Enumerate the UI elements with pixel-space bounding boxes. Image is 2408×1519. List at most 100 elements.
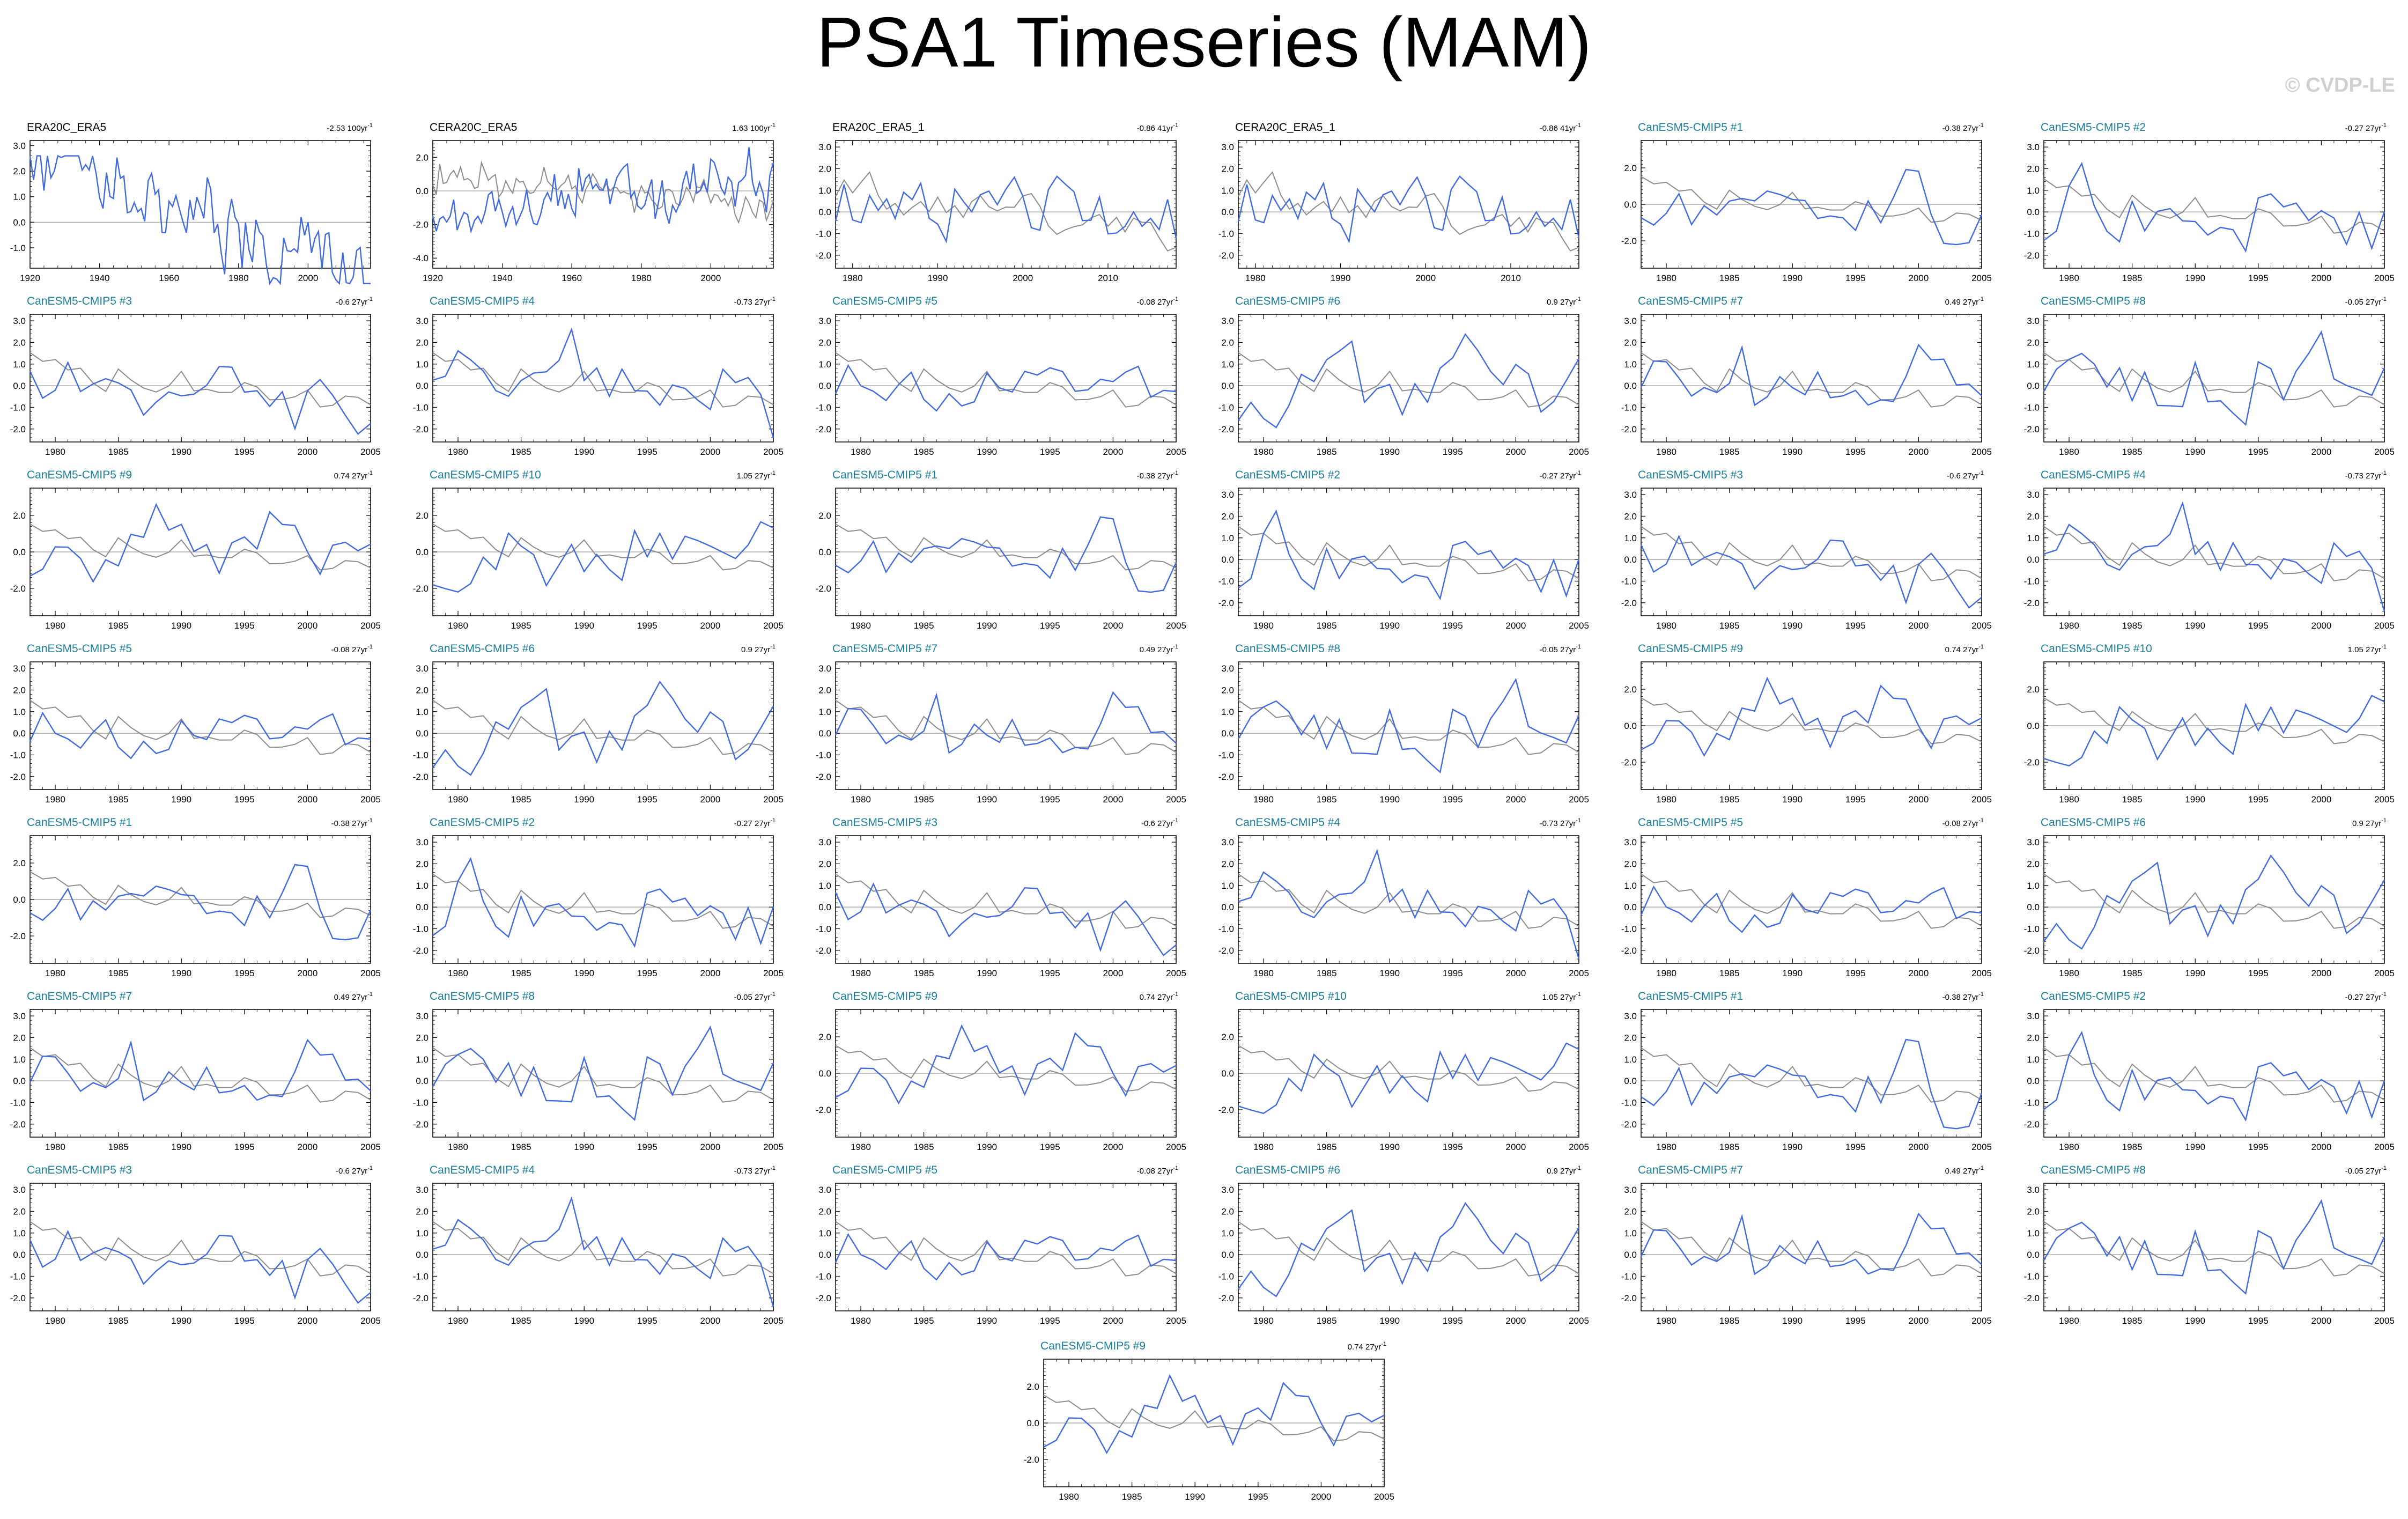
y-tick-label: -1.0	[413, 924, 429, 934]
chart-panel: CanESM5-CMIP5 #7 0.49 27yr-1 3.0 2.0 1.0 0.0 -…	[816, 643, 1186, 805]
trend-label: -0.73 27yr-1	[2345, 470, 2387, 481]
x-tick-label: 1980	[1656, 273, 1676, 283]
y-tick-label: -2.0	[1621, 757, 1637, 768]
x-tick-label: 1980	[1656, 621, 1676, 631]
reference-series-line	[2043, 178, 2385, 234]
x-tick-label: 1995	[1040, 621, 1060, 631]
trend-label: -0.86 41yr-1	[1137, 122, 1178, 133]
panel-title: CanESM5-CMIP5 #10	[2041, 643, 2152, 655]
panel-title: CanESM5-CMIP5 #4	[430, 295, 535, 307]
y-tick-label: -1.0	[1218, 576, 1234, 586]
y-tick-label: -2.0	[413, 1119, 429, 1130]
series-line	[432, 521, 774, 593]
plot-frame	[835, 314, 1177, 443]
y-tick-label: 0.0	[1221, 555, 1234, 565]
x-tick-label: 1990	[1782, 273, 1803, 283]
x-tick-label: 2005	[360, 447, 381, 457]
x-tick-label: 1985	[2122, 447, 2143, 457]
x-tick-label: 1980	[1253, 447, 1274, 457]
plot-frame	[1238, 835, 1579, 964]
panel-title: CanESM5-CMIP5 #1	[832, 469, 937, 481]
y-tick-label: -2.0	[2024, 757, 2040, 768]
y-tick-label: 0.0	[13, 381, 26, 391]
trend-label: 1.63 100yr-1	[732, 122, 775, 133]
x-tick-label: 2000	[1103, 794, 1123, 805]
x-tick-label: 1980	[851, 621, 871, 631]
panel-title: CanESM5-CMIP5 #6	[1235, 295, 1340, 307]
panel-title: ERA20C_ERA5	[27, 121, 106, 134]
y-tick-label: 0.0	[416, 381, 429, 391]
x-tick-label: 2000	[298, 273, 318, 283]
y-tick-label: 3.0	[1221, 142, 1234, 152]
y-tick-label: 3.0	[13, 1011, 26, 1021]
x-tick-label: 2005	[1569, 968, 1589, 978]
y-tick-label: 2.0	[1221, 164, 1234, 174]
reference-series-line	[432, 160, 774, 224]
y-tick-label: 0.0	[1221, 728, 1234, 739]
y-tick-label: -2.0	[1218, 424, 1234, 434]
x-tick-label: 1985	[511, 794, 531, 805]
x-tick-label: 2010	[1098, 273, 1118, 283]
x-tick-label: 1995	[234, 1142, 255, 1152]
y-tick-label: 1.0	[818, 359, 831, 370]
y-tick-label: 0.0	[818, 207, 831, 217]
y-tick-label: 2.0	[2027, 164, 2040, 174]
x-tick-label: 2005	[360, 621, 381, 631]
y-tick-label: 1.0	[13, 707, 26, 717]
x-tick-label: 1990	[1782, 968, 1803, 978]
x-tick-label: 1985	[108, 1142, 129, 1152]
y-tick-label: 2.0	[1221, 511, 1234, 521]
y-tick-label: 2.0	[13, 1033, 26, 1043]
x-tick-label: 2000	[700, 273, 721, 283]
x-tick-label: 1990	[1379, 621, 1400, 631]
x-tick-label: 2005	[1971, 968, 1992, 978]
x-tick-label: 1940	[492, 273, 513, 283]
reference-series-line	[1641, 697, 1982, 744]
panel-title: CanESM5-CMIP5 #6	[2041, 816, 2146, 829]
reference-series-line	[2043, 526, 2385, 581]
y-tick-label: -1.0	[10, 243, 26, 253]
plot-frame	[29, 661, 371, 790]
x-tick-label: 1990	[977, 621, 997, 631]
y-tick-label: 2.0	[416, 685, 429, 695]
x-tick-label: 1920	[423, 273, 443, 283]
trend-label: -0.38 27yr-1	[331, 817, 373, 828]
y-tick-label: 0.0	[2027, 381, 2040, 391]
y-tick-label: 2.0	[2027, 511, 2040, 521]
x-tick-label: 1980	[2059, 794, 2079, 805]
x-tick-label: 1985	[2122, 621, 2143, 631]
x-tick-label: 2005	[1971, 447, 1992, 457]
x-tick-label: 2005	[763, 447, 784, 457]
panel-title: CanESM5-CMIP5 #4	[2041, 469, 2146, 481]
plot-frame	[2043, 314, 2385, 443]
x-tick-label: 2000	[1908, 621, 1929, 631]
x-tick-label: 2005	[2374, 621, 2395, 631]
watermark: © CVDP-LE	[2285, 74, 2395, 97]
chart-panel: CanESM5-CMIP5 #6 0.9 27yr-1 3.0 2.0 1.0 0.0 -1…	[1218, 295, 1589, 457]
y-tick-label: 0.0	[13, 1076, 26, 1086]
x-tick-label: 2000	[1103, 968, 1123, 978]
panel-title: CanESM5-CMIP5 #3	[27, 295, 132, 307]
y-tick-label: -1.0	[413, 402, 429, 412]
panel-title: CanESM5-CMIP5 #5	[832, 295, 937, 307]
x-tick-label: 1985	[108, 794, 129, 805]
x-tick-label: 2005	[1569, 621, 1589, 631]
x-tick-label: 2000	[2311, 794, 2331, 805]
y-tick-label: 1.0	[416, 359, 429, 370]
trend-label: 0.49 27yr-1	[334, 991, 373, 1002]
y-tick-label: 1.0	[1221, 186, 1234, 196]
y-tick-label: 2.0	[818, 859, 831, 869]
plot-frame	[2043, 140, 2385, 269]
chart-panel: CERA20C_ERA5 1.63 100yr-1 2.0 0.0 -2.0 -4.0 19…	[413, 121, 775, 283]
trend-label: -0.38 27yr-1	[1137, 470, 1178, 481]
y-tick-label: -2.0	[1621, 946, 1637, 956]
y-tick-label: 3.0	[416, 1011, 429, 1021]
panel-title: CanESM5-CMIP5 #2	[430, 816, 535, 829]
x-tick-label: 2005	[2374, 447, 2395, 457]
reference-series-line	[432, 352, 774, 408]
y-tick-label: -2.0	[816, 584, 831, 594]
y-tick-label: 2.0	[416, 1033, 429, 1043]
reference-series-line	[1641, 176, 1982, 223]
x-tick-label: 1980	[2059, 621, 2079, 631]
reference-series-line	[29, 1047, 371, 1103]
